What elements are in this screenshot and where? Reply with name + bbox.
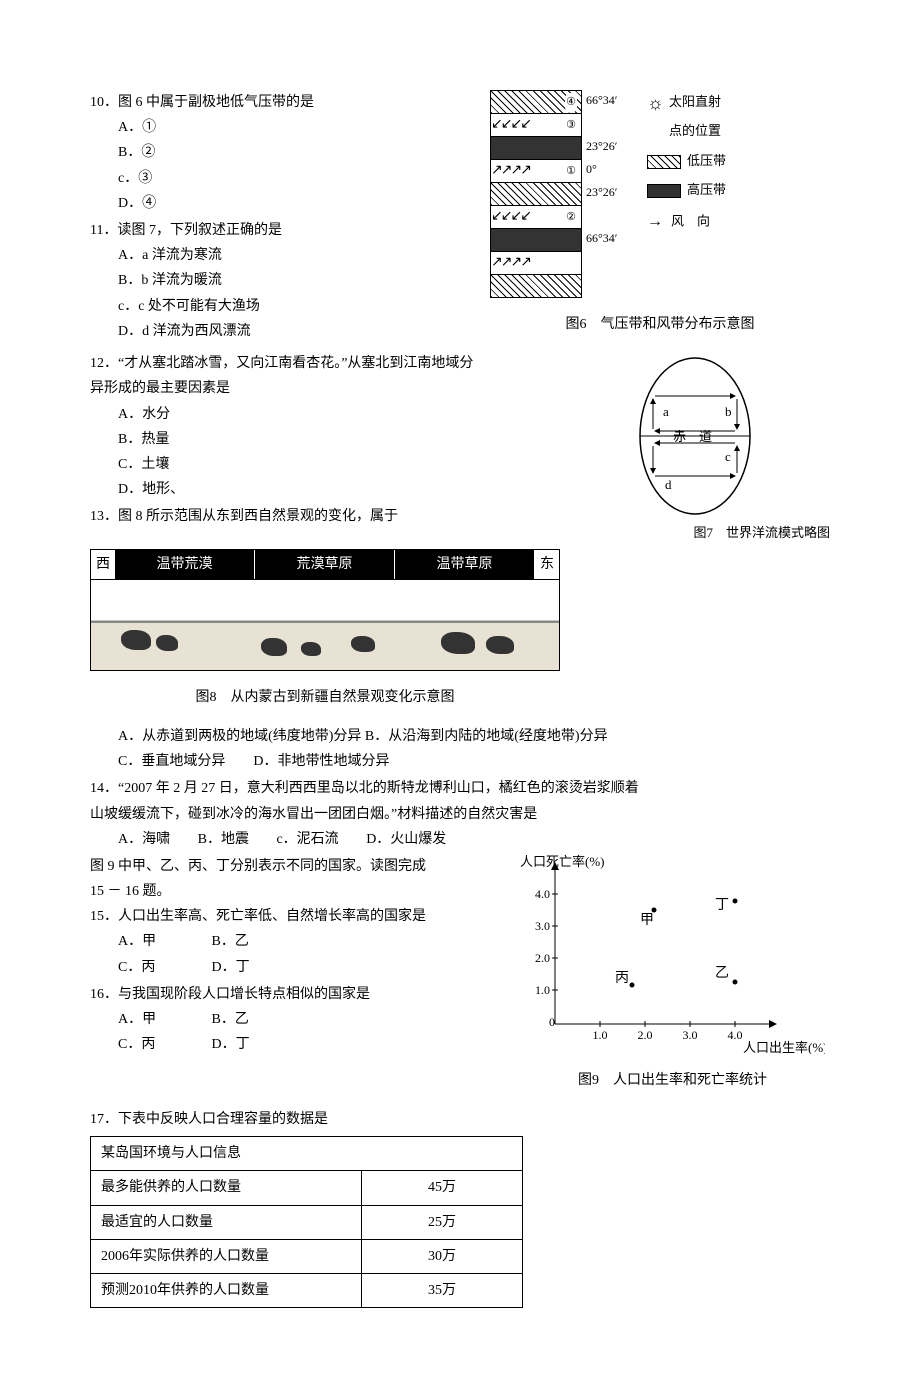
svg-text:2.0: 2.0 xyxy=(638,1028,653,1042)
fig9-pt-jia: 甲 xyxy=(640,913,654,928)
q16-opt-c: C．丙 xyxy=(118,1032,208,1057)
lat-23s: 23°26′ xyxy=(582,182,637,205)
svg-text:3.0: 3.0 xyxy=(683,1028,698,1042)
question-13-opts: A．从赤道到两极的地域(纬度地带)分异 B．从沿海到内陆的地域(经度地带)分异 … xyxy=(90,724,830,774)
question-14: 14．“2007 年 2 月 27 日，意大利西西里岛以北的斯特龙博利山口，橘红… xyxy=(90,776,830,852)
fig8-west: 西 xyxy=(91,550,115,579)
svg-text:1.0: 1.0 xyxy=(535,983,550,997)
legend-sun: 太阳直射 xyxy=(669,94,721,109)
table-row: 最多能供养的人口数量45万 xyxy=(91,1171,523,1205)
q17-table-title: 某岛国环境与人口信息 xyxy=(91,1137,523,1171)
fig8-zone-2: 荒漠草原 xyxy=(255,550,395,579)
svg-text:4.0: 4.0 xyxy=(535,887,550,901)
svg-text:1.0: 1.0 xyxy=(593,1028,608,1042)
q16-opt-b: B．乙 xyxy=(212,1007,302,1032)
fig9-pt-ding: 丁 xyxy=(715,898,729,913)
table-row: 2006年实际供养的人口数量30万 xyxy=(91,1239,523,1273)
fig7-label-eq: 赤 道 xyxy=(673,429,712,444)
fig9-xlabel: 人口出生率(%) xyxy=(743,1040,825,1054)
fig6-legend: ☼太阳直射 点的位置 低压带 高压带 →风 向 xyxy=(637,90,726,298)
q15-opt-b: B．乙 xyxy=(212,929,302,954)
q15-opt-d: D．丁 xyxy=(212,955,302,980)
fig6-label-1: ① xyxy=(565,162,577,182)
legend-wind: 风 向 xyxy=(671,213,710,228)
svg-text:2.0: 2.0 xyxy=(535,951,550,965)
q17-stem: 17．下表中反映人口合理容量的数据是 xyxy=(90,1107,830,1132)
fig7-caption: 图7 世界洋流模式略图 xyxy=(580,521,830,544)
question-17: 17．下表中反映人口合理容量的数据是 某岛国环境与人口信息 最多能供养的人口数量… xyxy=(90,1107,830,1308)
q13-opts-ab: A．从赤道到两极的地域(纬度地带)分异 B．从沿海到内陆的地域(经度地带)分异 xyxy=(90,724,830,749)
fig8-east: 东 xyxy=(535,550,559,579)
q14-stem-b: 山坡缓缓流下，碰到冰冷的海水冒出一团团白烟。”材料描述的自然灾害是 xyxy=(90,802,830,827)
table-row: 最适宜的人口数量25万 xyxy=(91,1205,523,1239)
legend-high: 高压带 xyxy=(687,182,726,197)
fig6-latitudes: 66°34′ 23°26′ 0° 23°26′ 66°34′ xyxy=(582,90,637,298)
fig6-caption: 图6 气压带和风带分布示意图 xyxy=(490,312,830,337)
fig9-caption: 图9 人口出生率和死亡率统计 xyxy=(515,1068,830,1093)
q16-opt-d: D．丁 xyxy=(212,1032,302,1057)
fig8-illustration xyxy=(91,580,559,670)
q13-opts-cd: C．垂直地域分异 D．非地带性地域分异 xyxy=(90,749,830,774)
q14-stem-a: 14．“2007 年 2 月 27 日，意大利西西里岛以北的斯特龙博利山口，橘红… xyxy=(90,776,830,801)
fig6-label-3: ③ xyxy=(565,116,577,136)
fig9-pt-yi: 乙 xyxy=(715,965,729,981)
fig9-chart: 1.0 2.0 3.0 4.0 1.0 2.0 3.0 4.0 0 人口死亡率(… xyxy=(515,854,825,1054)
legend-sun2: 点的位置 xyxy=(669,123,721,138)
lat-23n: 23°26′ xyxy=(582,136,637,159)
fig7-label-a: a xyxy=(663,404,669,419)
figure8: 西 温带荒漠 荒漠草原 温带草原 东 图8 从内蒙古到新疆自然景观变化示意图 xyxy=(90,549,560,710)
legend-low: 低压带 xyxy=(687,153,726,168)
svg-text:0: 0 xyxy=(549,1015,555,1029)
fig6-label-4: ④ xyxy=(565,93,577,113)
figure9: 1.0 2.0 3.0 4.0 1.0 2.0 3.0 4.0 0 人口死亡率(… xyxy=(515,854,830,1107)
figure6: ④ ③ ① ☼ ② 66°34′ 23°26′ 0° 23°26′ 66°34′… xyxy=(490,90,830,351)
q14-opt-c: c．泥石流 xyxy=(276,827,338,852)
q14-opt-a: A．海啸 xyxy=(118,827,170,852)
fig9-ylabel: 人口死亡率(%) xyxy=(520,854,605,869)
lat-66n: 66°34′ xyxy=(582,90,637,113)
q14-opt-b: B．地震 xyxy=(198,827,249,852)
fig7-label-d: d xyxy=(665,477,672,492)
fig7-label-c: c xyxy=(725,449,731,464)
lat-66s: 66°34′ xyxy=(582,228,637,251)
fig8-caption: 图8 从内蒙古到新疆自然景观变化示意图 xyxy=(90,685,560,710)
fig8-zone-1: 温带荒漠 xyxy=(115,550,255,579)
fig7-label-b: b xyxy=(725,404,732,419)
fig9-pt-bing: 丙 xyxy=(615,971,629,986)
q17-table: 某岛国环境与人口信息 最多能供养的人口数量45万 最适宜的人口数量25万 200… xyxy=(90,1136,523,1308)
table-row: 预测2010年供养的人口数量35万 xyxy=(91,1274,523,1308)
figure7: a b c d 赤 道 图7 世界洋流模式略图 xyxy=(580,351,830,544)
svg-text:4.0: 4.0 xyxy=(728,1028,743,1042)
fig6-label-2: ② xyxy=(565,208,577,228)
q14-opt-d: D．火山爆发 xyxy=(366,827,446,852)
fig8-zone-3: 温带草原 xyxy=(395,550,535,579)
fig6-diagram: ④ ③ ① ☼ ② xyxy=(490,90,582,298)
fig7-svg: a b c d 赤 道 xyxy=(625,351,785,521)
svg-text:3.0: 3.0 xyxy=(535,919,550,933)
q16-opt-a: A．甲 xyxy=(118,1007,208,1032)
q15-opt-c: C．丙 xyxy=(118,955,208,980)
q15-opt-a: A．甲 xyxy=(118,929,208,954)
lat-0: 0° xyxy=(582,159,637,182)
